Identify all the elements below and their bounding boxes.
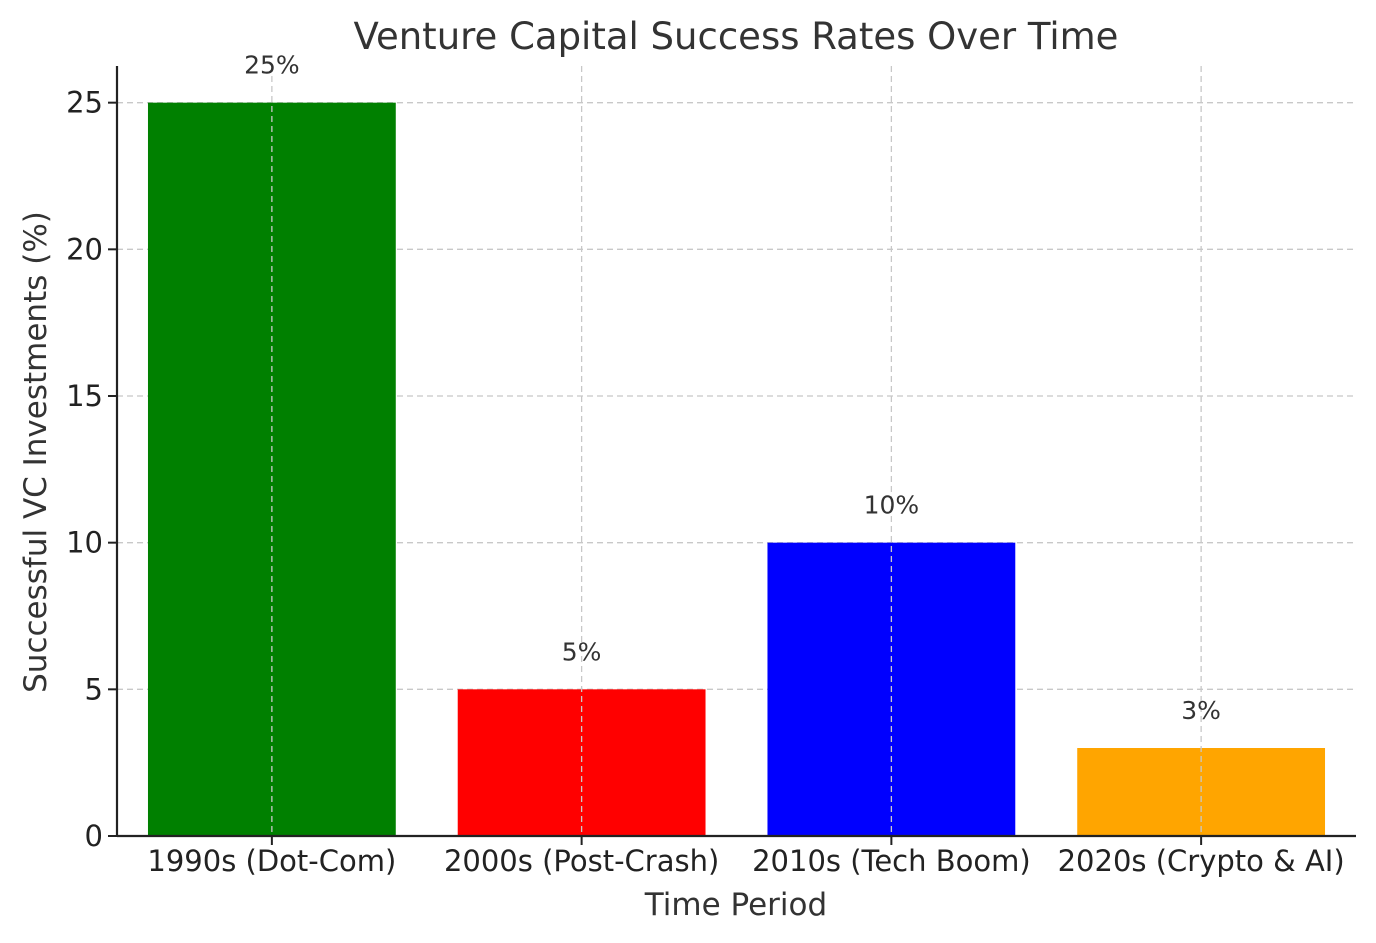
y-tick-label: 25 — [66, 86, 103, 120]
y-tick-label: 20 — [66, 232, 103, 266]
x-tick-label: 2020s (Crypto & AI) — [1058, 844, 1345, 878]
y-axis-label: Successful VC Investments (%) — [18, 211, 54, 693]
x-tick-label: 2000s (Post-Crash) — [444, 844, 719, 878]
y-tick-label: 5 — [85, 672, 103, 706]
bar-value-label: 25% — [244, 51, 300, 80]
y-tick-label: 15 — [66, 379, 103, 413]
y-tick-label: 0 — [85, 819, 103, 853]
chart-title: Venture Capital Success Rates Over Time — [354, 15, 1119, 58]
vertical-gridlines — [271, 66, 1202, 836]
y-tick-label: 10 — [66, 526, 103, 560]
x-tick-label: 1990s (Dot-Com) — [147, 844, 396, 878]
x-axis-label: Time Period — [644, 887, 827, 923]
bars — [147, 102, 1326, 836]
axes: 0 5 10 15 20 25 1990s (Dot-Com) 2000s (Post-Cra… — [66, 66, 1356, 878]
bar-value-label: 5% — [562, 637, 602, 666]
bar-value-label: 10% — [864, 491, 920, 520]
bar-value-labels: 25% 5% 10% 3% — [244, 51, 1221, 725]
bar-value-label: 3% — [1181, 696, 1221, 725]
gridlines — [117, 102, 1356, 690]
x-tick-label: 2010s (Tech Boom) — [752, 844, 1031, 878]
